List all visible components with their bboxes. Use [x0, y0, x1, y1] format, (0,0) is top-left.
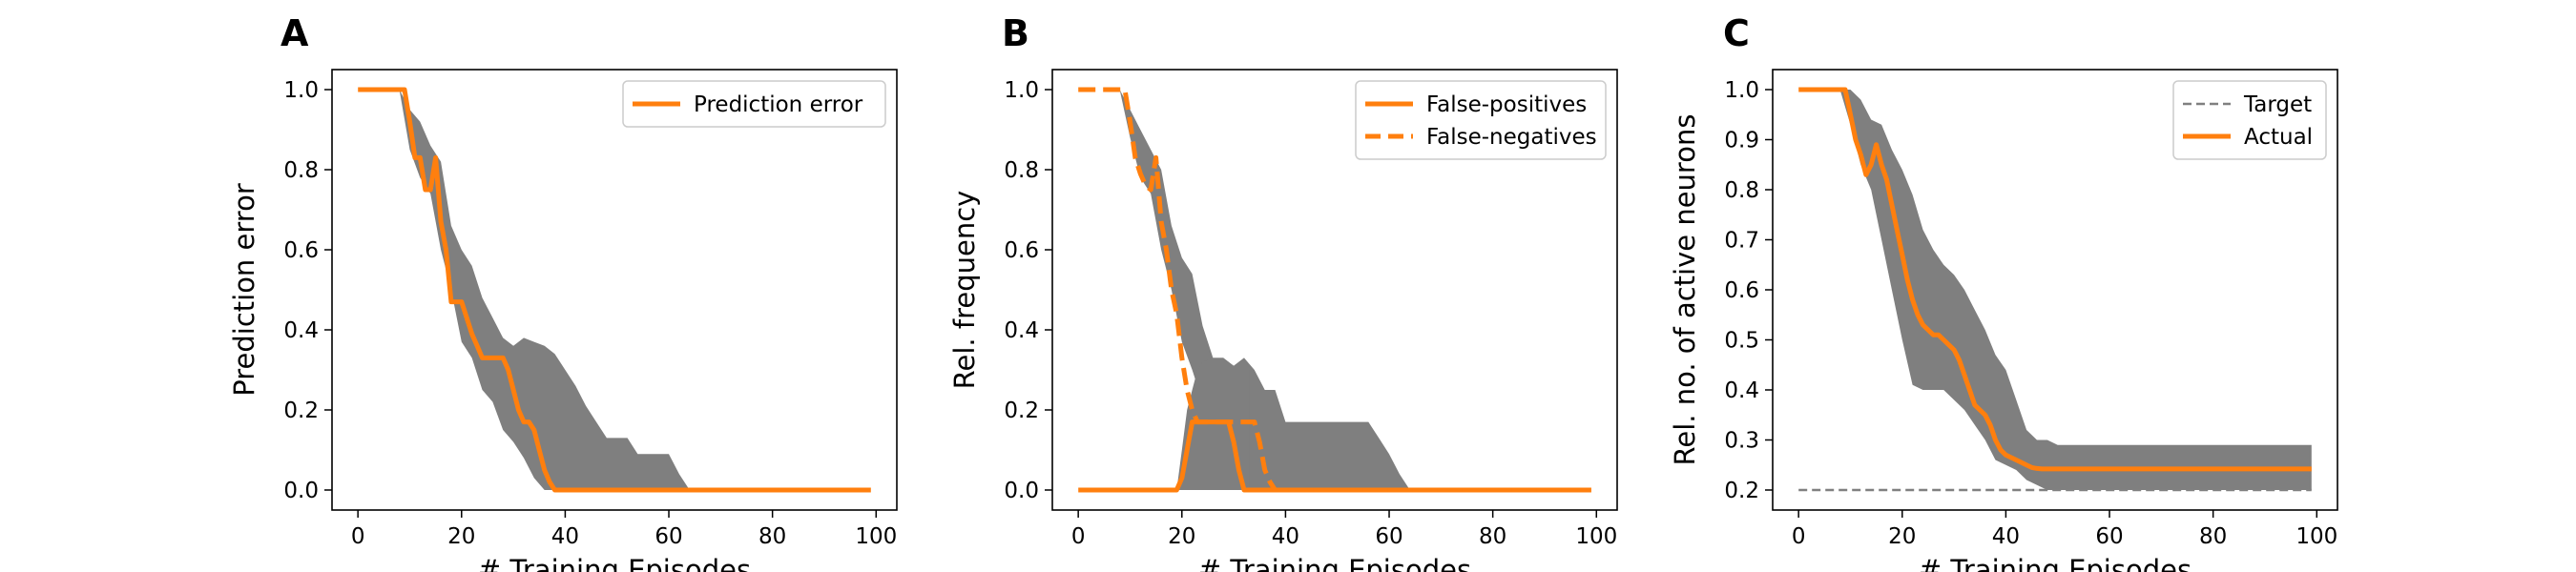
legend-label: Prediction error [694, 92, 863, 117]
legend: False-positives False-negatives [1355, 80, 1607, 160]
x-tick-label: 0 [1071, 524, 1086, 549]
y-axis-label: Prediction error [228, 183, 260, 397]
x-tick-label: 100 [855, 524, 897, 549]
legend-label: False-negatives [1426, 125, 1597, 150]
y-tick-label: 0.6 [1724, 278, 1759, 303]
panel-letter: A [280, 12, 309, 54]
axes-frame [1051, 69, 1618, 511]
x-tick-label: 40 [551, 524, 579, 549]
legend-label: Target [2243, 92, 2312, 117]
y-tick-label: 1.0 [283, 78, 319, 103]
legend-box [622, 80, 886, 128]
y-tick-label: 0.4 [1004, 318, 1039, 343]
panel-letter: B [1002, 12, 1029, 54]
y-tick-label: 0.0 [1004, 479, 1039, 503]
y-tick-label: 0.7 [1724, 229, 1759, 254]
y-tick-label: 0.2 [1724, 479, 1759, 503]
panel-c: C 0 20 40 60 80 100 0.2 0.3 0.4 0.5 0.6 0.7 0.8 0.9 1.0… [1669, 12, 2338, 572]
y-tick-label: 0.6 [1004, 238, 1039, 263]
y-tick-label: 0.8 [1724, 178, 1759, 203]
x-tick-label: 100 [2296, 524, 2337, 549]
x-axis-label: # Training Episodes [1919, 554, 2192, 572]
series-line-2 [1798, 87, 2312, 472]
panel-letter: C [1723, 12, 1750, 54]
x-tick-label: 80 [758, 524, 786, 549]
y-tick-label: 0.9 [1724, 129, 1759, 153]
x-tick-label: 40 [1992, 524, 2020, 549]
y-tick-label: 0.8 [1004, 158, 1039, 183]
y-tick-label: 0.0 [283, 479, 319, 503]
y-axis-label: Rel. frequency [948, 191, 981, 390]
x-tick-label: 20 [1888, 524, 1916, 549]
x-tick-label: 80 [2199, 524, 2227, 549]
panel-a: A 0 20 40 60 80 100 0.0 0.2 0.4 0.6 0.8 1.0 # Trainin… [228, 12, 898, 572]
legend: Prediction error [622, 80, 886, 128]
y-tick-label: 1.0 [1724, 78, 1759, 103]
series-line-1 [358, 87, 871, 493]
y-axis-label: Rel. no. of active neurons [1669, 114, 1701, 466]
plot-area [358, 87, 871, 493]
x-tick-label: 40 [1272, 524, 1299, 549]
y-tick-label: 0.5 [1724, 329, 1759, 354]
x-tick-label: 80 [1479, 524, 1506, 549]
x-tick-label: 60 [2095, 524, 2123, 549]
x-axis-label: # Training Episodes [478, 554, 751, 572]
y-tick-label: 0.2 [283, 398, 319, 423]
x-tick-label: 0 [1792, 524, 1806, 549]
x-tick-label: 0 [351, 524, 365, 549]
plot-area [1078, 87, 1591, 493]
y-tick-label: 0.4 [283, 318, 319, 343]
variability-band [1798, 90, 2312, 490]
x-tick-label: 60 [1375, 524, 1402, 549]
x-tick-label: 60 [654, 524, 682, 549]
y-tick-label: 0.6 [283, 238, 319, 263]
y-tick-label: 0.2 [1004, 398, 1039, 423]
legend-box [2172, 80, 2327, 160]
x-tick-label: 20 [447, 524, 475, 549]
y-tick-label: 0.3 [1724, 429, 1759, 454]
axes-frame [331, 69, 898, 511]
legend-box [1355, 80, 1607, 160]
y-tick-label: 0.8 [283, 158, 319, 183]
legend: Target Actual [2172, 80, 2327, 160]
x-tick-label: 100 [1575, 524, 1617, 549]
y-tick-label: 1.0 [1004, 78, 1039, 103]
legend-label: False-positives [1426, 92, 1587, 117]
legend-label: Actual [2244, 125, 2313, 150]
x-tick-label: 20 [1168, 524, 1195, 549]
y-tick-label: 0.4 [1724, 378, 1759, 403]
plot-area [1798, 87, 2312, 492]
panel-b: B 0 20 40 60 80 100 0.0 0.2 0.4 0.6 0.8 1.0 # Trainin… [948, 12, 1618, 572]
variability-band [358, 90, 871, 490]
x-axis-label: # Training Episodes [1198, 554, 1471, 572]
